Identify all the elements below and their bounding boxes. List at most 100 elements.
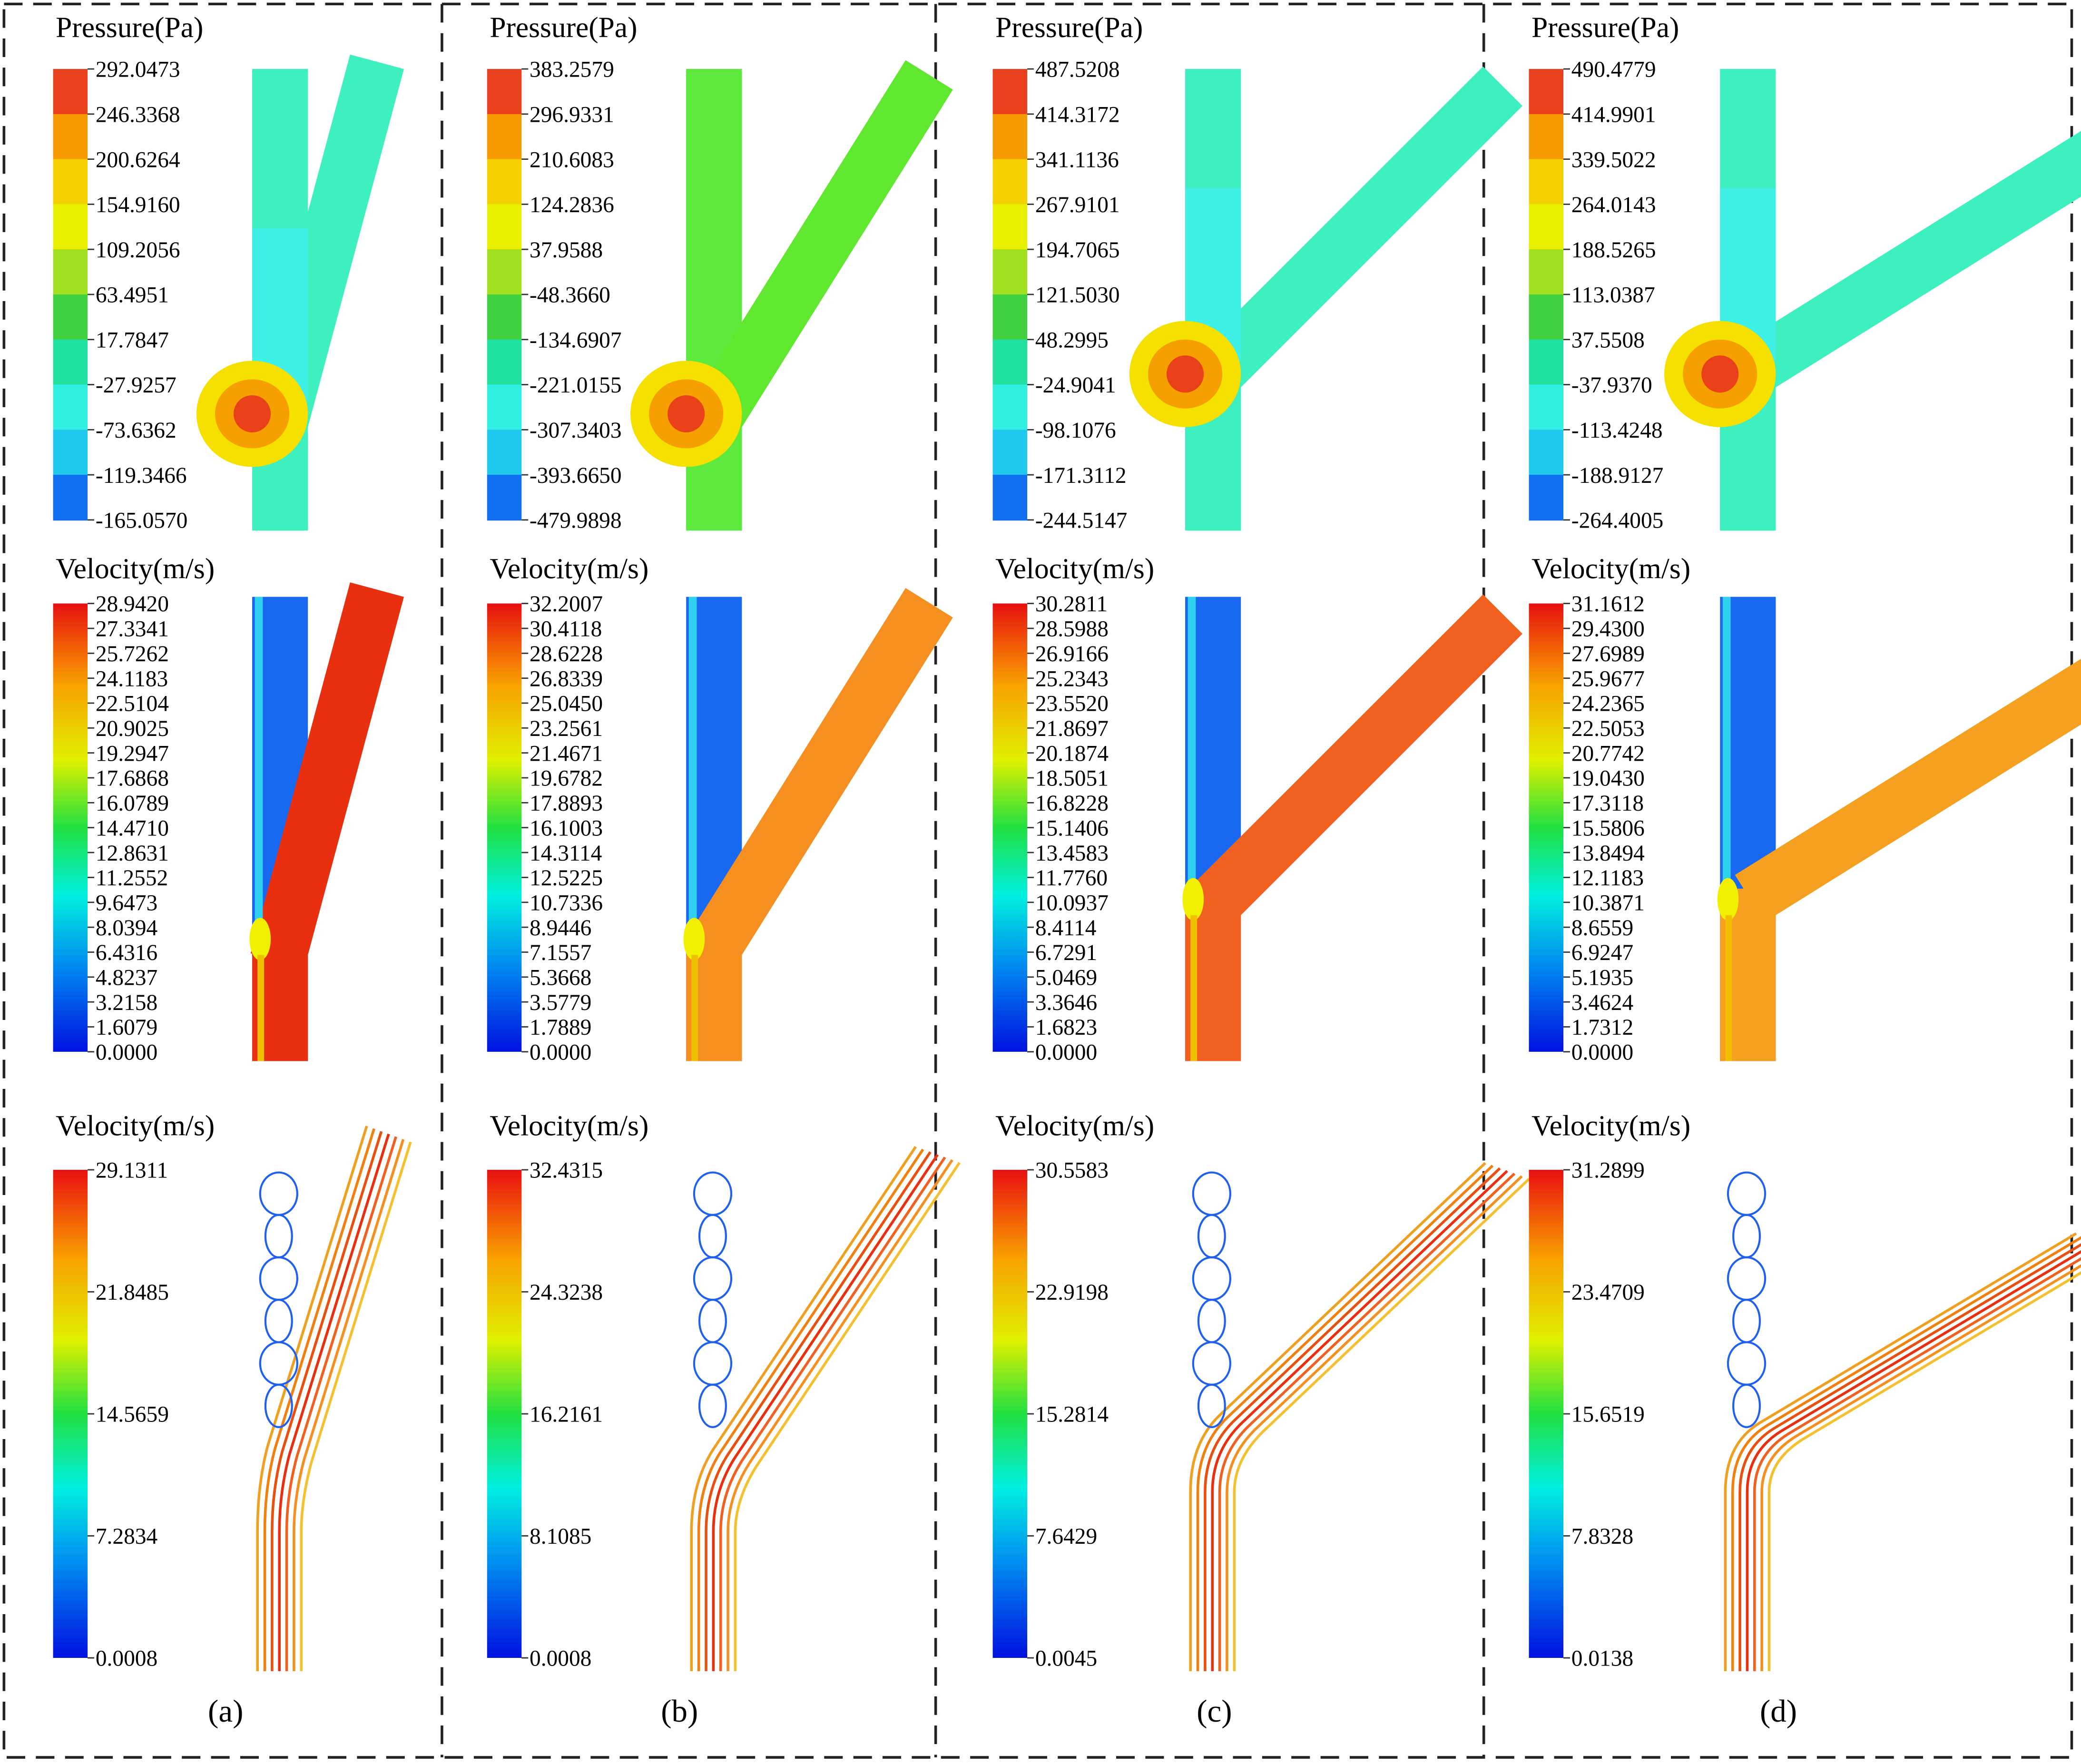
colorbar-band [53, 384, 88, 431]
colorbar-label: 15.2814 [1035, 1402, 1109, 1427]
streamline [734, 1162, 961, 1671]
streamline [1767, 1271, 2081, 1671]
streamline [690, 1146, 917, 1671]
pipe [249, 582, 404, 1061]
colorbar-label: -98.1076 [1035, 418, 1116, 443]
colorbar-label: 30.2811 [1035, 592, 1108, 617]
vortex [259, 1171, 298, 1216]
colorbar-band [53, 159, 88, 205]
colorbar-label: -134.6907 [530, 328, 622, 353]
colorbar-label: 8.0394 [96, 916, 157, 941]
colorbar [992, 603, 1028, 1052]
branch-body [687, 60, 953, 439]
vortex [264, 1214, 293, 1259]
pipe [196, 54, 404, 531]
branch-body [1735, 129, 2081, 394]
colorbar [1529, 1169, 1564, 1658]
colorbar-band [1529, 69, 1564, 115]
colorbar-label: -165.0570 [96, 509, 188, 533]
contour [257, 955, 265, 1061]
legend-title: Velocity(m/s) [995, 553, 1154, 585]
colorbar-label: 20.9025 [96, 716, 169, 741]
colorbar-label: 14.4710 [96, 816, 169, 841]
colorbar-band [53, 339, 88, 385]
colorbar [992, 1169, 1028, 1658]
panel-label: (d) [1760, 1694, 1797, 1729]
colorbar-label: -27.9257 [96, 373, 177, 398]
streamline [697, 1148, 924, 1671]
colorbar-label: 0.0008 [530, 1646, 591, 1671]
streamline [256, 1126, 368, 1671]
vortex [1727, 1171, 1767, 1216]
colorbar-label: 124.2836 [530, 193, 614, 217]
colorbar-label: 5.3668 [530, 966, 591, 990]
colorbar-label: -244.5147 [1035, 509, 1128, 533]
vortex [1197, 1299, 1226, 1343]
streamline [263, 1128, 375, 1671]
colorbar-label: 296.9331 [530, 103, 614, 127]
colorbar-label: 1.6079 [96, 1015, 157, 1040]
colorbar-label: 37.5508 [1571, 328, 1645, 353]
colorbar-label: 11.7760 [1035, 866, 1108, 891]
vortex [1732, 1383, 1761, 1428]
colorbar-label: 109.2056 [96, 238, 180, 263]
colorbar-label: 15.6519 [1571, 1402, 1645, 1427]
colorbar-band [992, 339, 1028, 385]
colorbar-label: 30.5583 [1035, 1158, 1109, 1183]
contour [1190, 915, 1198, 1061]
colorbar-band [992, 430, 1028, 476]
streamline [1189, 1162, 1486, 1671]
vortex [698, 1299, 727, 1343]
colorbar-label: 8.4114 [1035, 916, 1097, 941]
colorbar [487, 1169, 522, 1658]
colorbar-label: 32.4315 [530, 1158, 603, 1183]
pipe-branch [1735, 129, 2081, 394]
streamline [705, 1151, 932, 1671]
colorbar-band [1529, 159, 1564, 205]
pipe [630, 60, 953, 531]
colorbar-label: 13.4583 [1035, 841, 1109, 866]
colorbar-label: 23.4709 [1571, 1280, 1645, 1305]
colorbar-label: 9.6473 [96, 891, 157, 915]
streamline [1218, 1172, 1516, 1671]
legend-title: Velocity(m/s) [995, 1110, 1154, 1142]
streamline [1204, 1167, 1501, 1671]
colorbar-label: 8.1085 [530, 1524, 591, 1549]
colorbar-label: 3.5779 [530, 990, 591, 1015]
colorbar-label: 339.5022 [1571, 147, 1656, 172]
colorbar-label: -264.4005 [1571, 509, 1664, 533]
colorbar-label: 341.1136 [1035, 147, 1119, 172]
colorbar-label: 27.3341 [96, 617, 169, 642]
streamline [1760, 1264, 2081, 1671]
colorbar-label: 0.0000 [1571, 1040, 1633, 1065]
contour [691, 955, 698, 1061]
colorbar-label: 154.9160 [96, 193, 180, 217]
streamline [1196, 1165, 1494, 1671]
colorbar-label: 10.0937 [1035, 891, 1109, 915]
colorbar-label: -119.3466 [96, 463, 187, 488]
legend-title: Velocity(m/s) [1531, 553, 1690, 585]
colorbar-band [992, 384, 1028, 431]
colorbar-band [487, 204, 522, 250]
colorbar-label: 188.5265 [1571, 238, 1656, 263]
colorbar-label: 24.1183 [96, 666, 168, 691]
colorbar-band [992, 69, 1028, 115]
legend-title: Velocity(m/s) [56, 1110, 215, 1142]
colorbar-band [1529, 430, 1564, 476]
colorbar-label: 113.0387 [1571, 283, 1655, 308]
colorbar-label: 28.5988 [1035, 617, 1109, 642]
colorbar-label: 21.4671 [530, 741, 603, 766]
colorbar-label: 6.7291 [1035, 941, 1097, 965]
contour [667, 395, 705, 432]
branch-body [687, 588, 953, 966]
colorbar-label: 6.9247 [1571, 941, 1633, 965]
colorbar-label: 63.4951 [96, 283, 169, 308]
colorbar [53, 1169, 88, 1658]
colorbar-label: 5.0469 [1035, 966, 1097, 990]
legend-title: Pressure(Pa) [490, 11, 637, 44]
colorbar-label: 25.9677 [1571, 666, 1645, 691]
colorbar-label: 24.3238 [530, 1280, 603, 1305]
streamline [1731, 1236, 2081, 1671]
colorbar [53, 603, 88, 1052]
